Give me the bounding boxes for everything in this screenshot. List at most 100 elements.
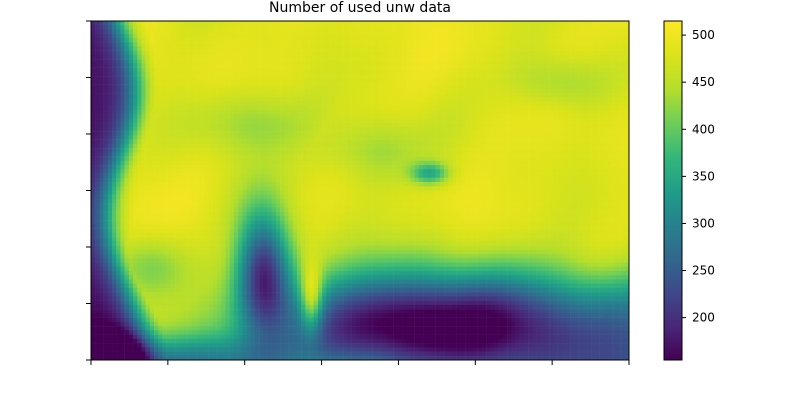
heatmap-cell: [162, 122, 167, 128]
heatmap-cell: [544, 101, 550, 106]
heatmap-cell: [91, 105, 96, 111]
heatmap-cell: [124, 37, 130, 43]
heatmap-cell: [259, 182, 264, 187]
heatmap-cell: [582, 114, 588, 119]
heatmap-cell: [301, 114, 306, 119]
heatmap-cell: [372, 59, 378, 64]
heatmap-cell: [519, 139, 525, 145]
heatmap-cell: [414, 160, 420, 166]
heatmap-cell: [582, 152, 588, 157]
heatmap-cell: [246, 109, 251, 115]
heatmap-cell: [544, 76, 550, 81]
heatmap-cell: [381, 131, 386, 136]
heatmap-cell: [544, 135, 550, 140]
heatmap-cell: [406, 160, 411, 166]
heatmap-cell: [624, 42, 629, 47]
heatmap-cell: [242, 105, 247, 111]
heatmap-cell: [200, 54, 205, 60]
heatmap-cell: [296, 71, 302, 77]
heatmap-cell: [431, 156, 436, 162]
heatmap-cell: [624, 46, 629, 51]
heatmap-cell: [368, 126, 373, 132]
heatmap-cell: [565, 46, 571, 51]
heatmap-cell: [532, 152, 537, 157]
heatmap-cell: [536, 50, 541, 56]
heatmap-cell: [607, 152, 613, 157]
heatmap-cell: [519, 88, 525, 94]
heatmap-cell: [212, 173, 218, 179]
heatmap-cell: [141, 59, 146, 64]
heatmap-cell: [221, 177, 226, 183]
heatmap-cell: [254, 131, 260, 136]
heatmap-cell: [95, 46, 100, 51]
heatmap-cell: [246, 37, 251, 43]
heatmap-cell: [553, 126, 558, 132]
heatmap-cell: [523, 93, 529, 98]
heatmap-cell: [544, 46, 550, 51]
heatmap-cell: [242, 71, 247, 77]
heatmap-cell: [423, 59, 428, 64]
heatmap-cell: [410, 25, 415, 30]
heatmap-cell: [477, 152, 483, 157]
heatmap-cell: [578, 160, 584, 166]
heatmap-cell: [418, 71, 424, 77]
heatmap-cell: [158, 67, 163, 73]
heatmap-cell: [460, 101, 466, 106]
heatmap-cell: [385, 160, 390, 166]
heatmap-cell: [254, 67, 260, 73]
heatmap-cell: [553, 148, 558, 153]
heatmap-cell: [519, 80, 525, 85]
heatmap-cell: [448, 101, 453, 106]
heatmap-cell: [406, 59, 411, 64]
heatmap-cell: [586, 46, 592, 51]
heatmap-cell: [305, 126, 310, 132]
heatmap-cell: [385, 139, 390, 145]
heatmap-cell: [91, 42, 96, 47]
heatmap-cell: [582, 148, 588, 153]
heatmap-cell: [179, 67, 184, 73]
heatmap-cell: [238, 97, 243, 102]
heatmap-cell: [397, 71, 403, 77]
heatmap-cell: [263, 101, 268, 106]
heatmap-cell: [435, 177, 441, 183]
heatmap-cell: [578, 46, 584, 51]
heatmap-cell: [473, 25, 478, 30]
heatmap-cell: [137, 177, 142, 183]
heatmap-cell: [469, 114, 474, 119]
heatmap-cell: [557, 109, 562, 115]
heatmap-cell: [624, 21, 629, 26]
heatmap-cell: [385, 156, 390, 162]
heatmap-cell: [473, 118, 478, 123]
heatmap-cell: [591, 101, 596, 106]
heatmap-cell: [544, 122, 550, 128]
heatmap-cell: [330, 80, 336, 85]
heatmap-cell: [490, 165, 495, 170]
heatmap-cell: [355, 71, 361, 77]
heatmap-cell: [397, 148, 403, 153]
heatmap-cell: [360, 105, 365, 111]
heatmap-cell: [212, 29, 218, 34]
heatmap-cell: [103, 101, 109, 106]
heatmap-cell: [414, 135, 420, 140]
heatmap-cell: [389, 101, 394, 106]
heatmap-cell: [347, 105, 352, 111]
heatmap-cell: [456, 114, 462, 119]
heatmap-cell: [570, 63, 575, 68]
heatmap-cell: [179, 182, 184, 187]
heatmap-cell: [124, 59, 130, 64]
heatmap-cell: [187, 46, 193, 51]
heatmap-cell: [175, 54, 180, 60]
heatmap-cell: [149, 109, 155, 115]
heatmap-cell: [523, 46, 529, 51]
heatmap-cell: [616, 71, 621, 77]
heatmap-cell: [519, 46, 525, 51]
heatmap-cell: [112, 152, 117, 157]
heatmap-cell: [360, 93, 365, 98]
heatmap-cell: [574, 29, 579, 34]
heatmap-cell: [616, 101, 621, 106]
heatmap-cell: [515, 33, 520, 39]
heatmap-cell: [490, 46, 495, 51]
heatmap-cell: [603, 29, 609, 34]
heatmap-cell: [301, 169, 306, 174]
heatmap-cell: [179, 88, 184, 94]
